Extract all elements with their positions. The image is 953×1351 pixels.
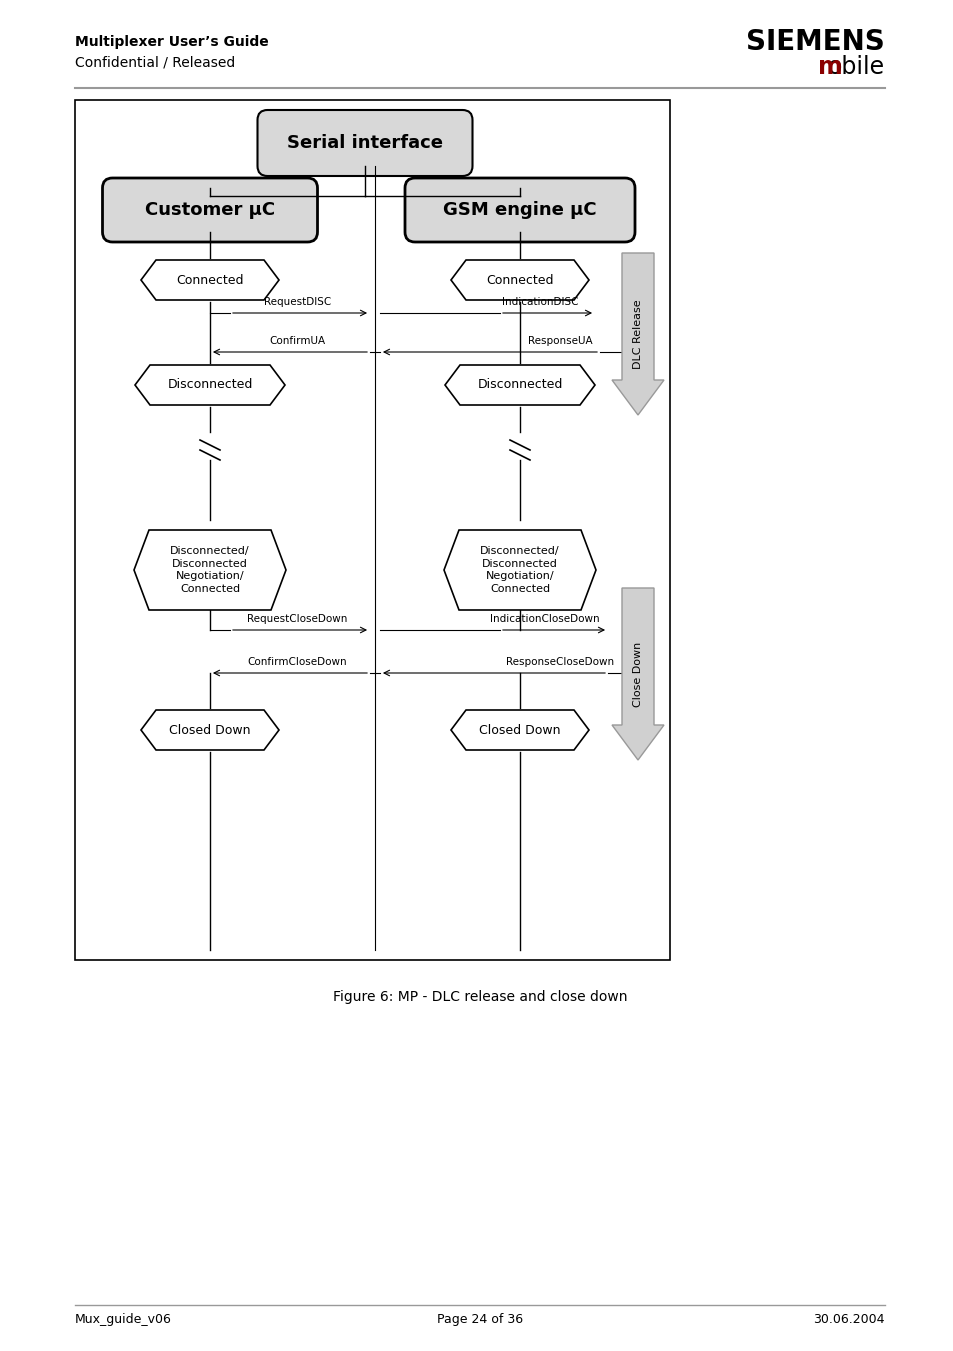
FancyBboxPatch shape	[405, 178, 635, 242]
FancyBboxPatch shape	[257, 109, 472, 176]
Text: ResponseUA: ResponseUA	[527, 336, 592, 346]
Text: Disconnected/
Disconnected
Negotiation/
Connected: Disconnected/ Disconnected Negotiation/ …	[479, 546, 559, 593]
Polygon shape	[141, 259, 278, 300]
Text: Confidential / Released: Confidential / Released	[75, 55, 235, 69]
Polygon shape	[135, 365, 285, 405]
Text: Mux_guide_v06: Mux_guide_v06	[75, 1313, 172, 1325]
Text: SIEMENS: SIEMENS	[745, 28, 884, 55]
Text: Customer μC: Customer μC	[145, 201, 274, 219]
Text: Disconnected: Disconnected	[167, 378, 253, 392]
Text: DLC Release: DLC Release	[633, 299, 642, 369]
Text: ResponseCloseDown: ResponseCloseDown	[505, 657, 614, 667]
Polygon shape	[444, 365, 595, 405]
Text: m: m	[817, 55, 841, 78]
Text: 30.06.2004: 30.06.2004	[813, 1313, 884, 1325]
Text: Page 24 of 36: Page 24 of 36	[436, 1313, 522, 1325]
Polygon shape	[133, 530, 286, 611]
Polygon shape	[612, 253, 663, 415]
Text: Connected: Connected	[176, 273, 244, 286]
Text: Disconnected: Disconnected	[476, 378, 562, 392]
Polygon shape	[141, 711, 278, 750]
Text: Closed Down: Closed Down	[478, 724, 560, 736]
Text: Figure 6: MP - DLC release and close down: Figure 6: MP - DLC release and close dow…	[333, 990, 626, 1004]
FancyBboxPatch shape	[102, 178, 317, 242]
Polygon shape	[443, 530, 596, 611]
Text: RequestCloseDown: RequestCloseDown	[247, 613, 347, 624]
Text: Connected: Connected	[486, 273, 553, 286]
Polygon shape	[612, 588, 663, 761]
Text: IndicationDISC: IndicationDISC	[501, 297, 578, 307]
Text: IndicationCloseDown: IndicationCloseDown	[490, 613, 599, 624]
Text: Serial interface: Serial interface	[287, 134, 442, 153]
Text: obile: obile	[827, 55, 884, 78]
Text: RequestDISC: RequestDISC	[264, 297, 331, 307]
Bar	[75, 100, 669, 961]
Text: Disconnected/
Disconnected
Negotiation/
Connected: Disconnected/ Disconnected Negotiation/ …	[170, 546, 250, 593]
Text: ConfirmCloseDown: ConfirmCloseDown	[248, 657, 347, 667]
Polygon shape	[451, 259, 588, 300]
Text: GSM engine μC: GSM engine μC	[443, 201, 597, 219]
Text: Closed Down: Closed Down	[169, 724, 251, 736]
Text: Close Down: Close Down	[633, 642, 642, 707]
Text: Multiplexer User’s Guide: Multiplexer User’s Guide	[75, 35, 269, 49]
Text: ConfirmUA: ConfirmUA	[269, 336, 325, 346]
Polygon shape	[451, 711, 588, 750]
